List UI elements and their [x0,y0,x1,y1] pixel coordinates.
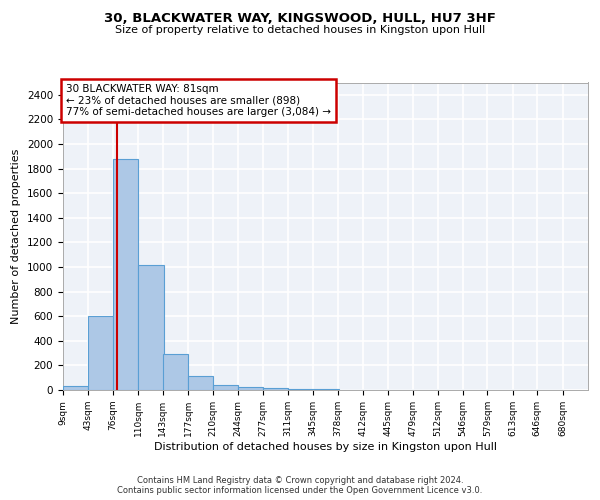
Bar [163,354,188,390]
Bar [288,389,313,390]
Text: 30, BLACKWATER WAY, KINGSWOOD, HULL, HU7 3HF: 30, BLACKWATER WAY, KINGSWOOD, HULL, HU7… [104,12,496,26]
Bar [113,159,138,390]
Text: Contains HM Land Registry data © Crown copyright and database right 2024.
Contai: Contains HM Land Registry data © Crown c… [118,476,482,495]
Bar [188,376,214,390]
Text: Size of property relative to detached houses in Kingston upon Hull: Size of property relative to detached ho… [115,25,485,35]
Bar [263,388,288,390]
Text: 30 BLACKWATER WAY: 81sqm
← 23% of detached houses are smaller (898)
77% of semi-: 30 BLACKWATER WAY: 81sqm ← 23% of detach… [66,84,331,117]
Bar [63,386,88,390]
X-axis label: Distribution of detached houses by size in Kingston upon Hull: Distribution of detached houses by size … [154,442,497,452]
Y-axis label: Number of detached properties: Number of detached properties [11,148,22,324]
Bar [138,264,164,390]
Bar [212,385,238,390]
Bar [238,387,263,390]
Bar [88,316,113,390]
